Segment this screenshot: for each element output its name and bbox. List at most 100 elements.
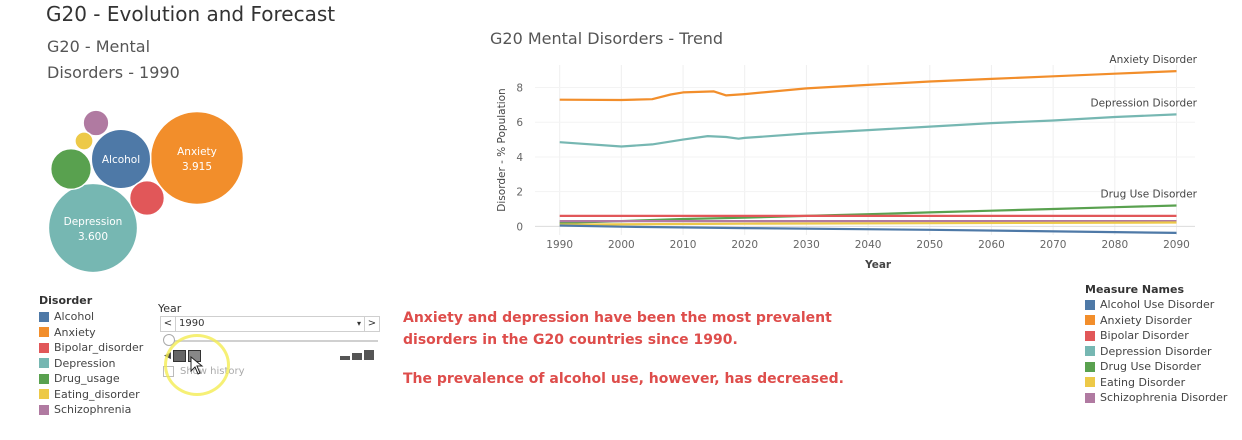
- legend-item[interactable]: Alcohol: [39, 309, 143, 325]
- legend-label: Depression: [54, 356, 116, 370]
- bubble-chart-title: G20 - Mental Disorders - 1990: [47, 37, 180, 82]
- x-tick-label: 2060: [978, 239, 1005, 251]
- bubble-eating-disorder[interactable]: [74, 131, 94, 151]
- legend-swatch: [39, 358, 49, 369]
- series-line-depression-disorder[interactable]: [559, 113, 1177, 148]
- legend-label: Eating Disorder: [1100, 375, 1186, 389]
- x-tick-label: 2040: [855, 239, 882, 251]
- bubble-value-label: 3.600: [78, 231, 108, 243]
- legend-item[interactable]: Anxiety: [39, 325, 143, 341]
- legend-swatch: [39, 311, 49, 322]
- legend-label: Anxiety Disorder: [1100, 313, 1192, 327]
- legend-title: Measure Names: [1085, 283, 1185, 296]
- legend-label: Alcohol Use Disorder: [1100, 298, 1215, 312]
- bubble-bipolar-disorder[interactable]: [128, 179, 166, 217]
- legend-label: Schizophrenia: [54, 403, 132, 417]
- year-slider-track[interactable]: [172, 340, 378, 342]
- legend-title: Disorder: [39, 294, 93, 307]
- legend-swatch: [39, 342, 49, 353]
- y-tick-label: 6: [516, 117, 523, 129]
- next-year-button[interactable]: >: [364, 317, 379, 331]
- legend-item[interactable]: Drug_usage: [39, 371, 143, 387]
- legend-item[interactable]: Depression: [39, 356, 143, 372]
- y-tick-label: 0: [516, 221, 523, 233]
- x-tick-label: 1990: [546, 239, 573, 251]
- legend-item[interactable]: Eating_disorder: [39, 387, 143, 403]
- legend-swatch: [1085, 346, 1095, 357]
- legend-swatch: [39, 389, 49, 400]
- series-end-label: Depression Disorder: [1090, 97, 1197, 109]
- legend-swatch: [1085, 377, 1095, 388]
- legend-item[interactable]: Depression Disorder: [1085, 344, 1235, 360]
- x-axis-label: Year: [864, 259, 892, 271]
- legend-label: Bipolar Disorder: [1100, 329, 1189, 343]
- series-line-drug-use-disorder[interactable]: [559, 204, 1177, 224]
- legend-swatch: [1085, 330, 1095, 341]
- cursor-highlight: [164, 334, 230, 396]
- bubble-anxiety[interactable]: [149, 110, 245, 206]
- legend-swatch: [1085, 361, 1095, 372]
- legend-swatch: [1085, 315, 1095, 326]
- year-select-value: 1990: [179, 318, 205, 329]
- speed-medium-icon[interactable]: [352, 353, 362, 360]
- bubble-depression[interactable]: [47, 182, 139, 274]
- legend-item[interactable]: Drug Use Disorder: [1085, 359, 1235, 375]
- legend-label: Alcohol: [54, 310, 95, 324]
- bubble-value-label: 3.915: [182, 161, 212, 173]
- x-tick-label: 2080: [1101, 239, 1128, 251]
- series-line-eating-disorder[interactable]: [559, 221, 1177, 226]
- series-line-alcohol-use-disorder[interactable]: [559, 224, 1177, 234]
- x-tick-label: 2010: [670, 239, 697, 251]
- measure-names-legend: Measure Names Alcohol Use Disorder Anxiet…: [1085, 283, 1235, 406]
- bubble-label: Depression: [64, 216, 123, 228]
- speed-slow-icon[interactable]: [340, 356, 350, 360]
- annotation-line-3: The prevalence of alcohol use, however, …: [403, 371, 844, 387]
- bubble-schizophrenia[interactable]: [82, 109, 110, 137]
- y-axis-label: Disorder - % Population: [496, 88, 508, 211]
- x-tick-label: 2050: [916, 239, 943, 251]
- bubble-label: Alcohol: [102, 154, 140, 166]
- previous-year-button[interactable]: <: [161, 317, 176, 331]
- legend-label: Bipolar_disorder: [54, 341, 144, 355]
- line-chart[interactable]: 1990 2000 2010 2020 2030 2040 2050 2060 2070 2080…: [480, 55, 1210, 275]
- series-line-anxiety-disorder[interactable]: [559, 70, 1177, 102]
- legend-swatch: [39, 404, 49, 415]
- bubble-chart[interactable]: Anxiety 3.915 Depression 3.600 Alcohol: [40, 100, 250, 280]
- legend-label: Depression Disorder: [1100, 344, 1212, 358]
- y-tick-label: 8: [516, 83, 523, 95]
- speed-controls: [340, 350, 374, 360]
- annotation-line-2: disorders in the G20 countries since 199…: [403, 332, 738, 348]
- legend-label: Eating_disorder: [54, 387, 140, 401]
- x-tick-label: 2070: [1040, 239, 1067, 251]
- legend-item[interactable]: Schizophrenia: [39, 402, 143, 418]
- chevron-down-icon[interactable]: ▾: [356, 319, 361, 328]
- y-tick-label: 4: [516, 152, 523, 164]
- series-end-label: Anxiety Disorder: [1109, 55, 1197, 66]
- mouse-pointer-icon: [190, 356, 204, 375]
- legend-label: Anxiety: [54, 325, 96, 339]
- disorder-legend: Disorder Alcohol Anxiety Bipolar_disorder D…: [39, 294, 143, 418]
- legend-label: Drug_usage: [54, 372, 120, 386]
- legend-item[interactable]: Anxiety Disorder: [1085, 313, 1235, 329]
- y-tick-label: 2: [516, 187, 523, 199]
- x-tick-label: 2020: [731, 239, 758, 251]
- legend-swatch: [39, 327, 49, 338]
- legend-label: Schizophrenia Disorder: [1100, 391, 1228, 405]
- legend-item[interactable]: Eating Disorder: [1085, 375, 1235, 391]
- dashboard-title: G20 - Evolution and Forecast: [46, 2, 336, 26]
- bubble-label: Anxiety: [177, 146, 217, 158]
- legend-item[interactable]: Alcohol Use Disorder: [1085, 297, 1235, 313]
- speed-fast-icon[interactable]: [364, 350, 374, 360]
- year-select[interactable]: < 1990 ▾ >: [160, 316, 380, 332]
- bubble-alcohol[interactable]: [90, 128, 152, 190]
- legend-label: Drug Use Disorder: [1100, 360, 1202, 374]
- legend-item[interactable]: Bipolar_disorder: [39, 340, 143, 356]
- legend-swatch: [1085, 299, 1095, 310]
- legend-swatch: [39, 373, 49, 384]
- legend-item[interactable]: Bipolar Disorder: [1085, 328, 1235, 344]
- series-end-label: Drug Use Disorder: [1101, 189, 1198, 201]
- line-chart-title: G20 Mental Disorders - Trend: [490, 29, 724, 48]
- bubble-drug-usage[interactable]: [49, 147, 93, 191]
- x-tick-label: 2030: [793, 239, 820, 251]
- legend-item[interactable]: Schizophrenia Disorder: [1085, 390, 1235, 406]
